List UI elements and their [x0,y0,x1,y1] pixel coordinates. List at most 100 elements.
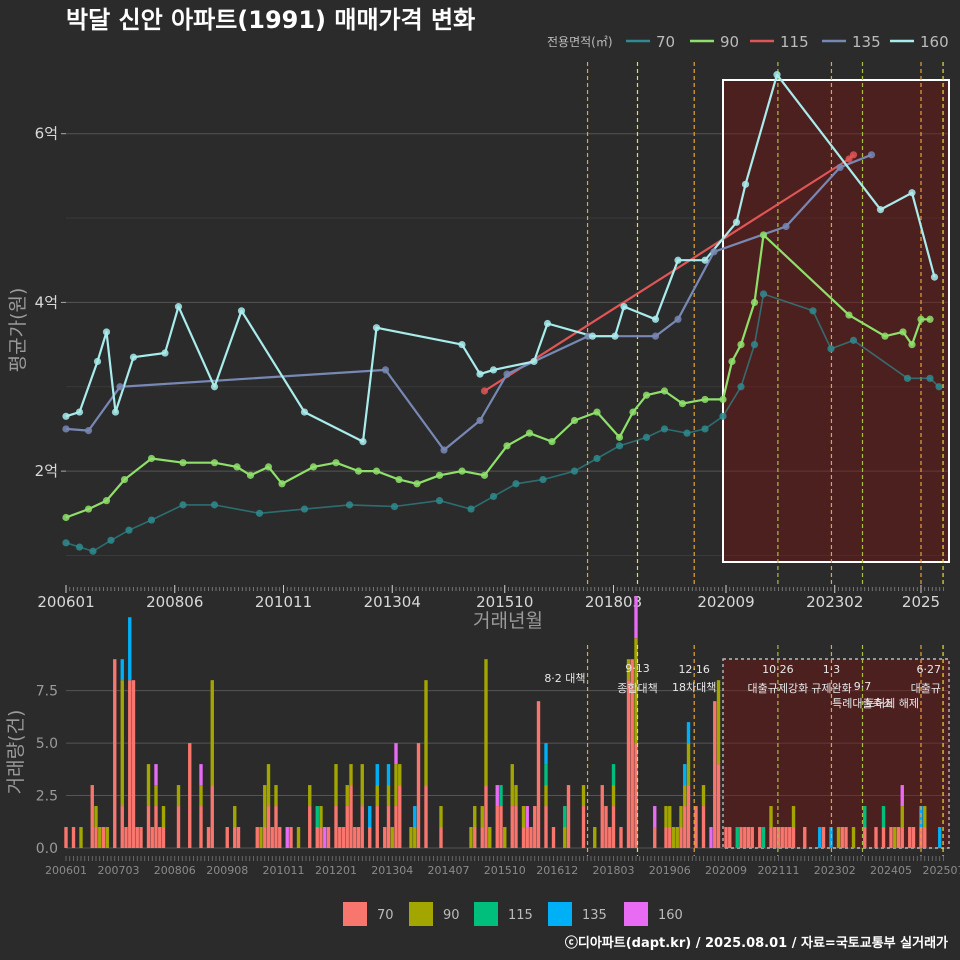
volume-bar-70 [233,827,237,848]
volume-bar-90 [79,827,83,848]
data-point-90 [593,408,601,416]
data-point-160 [129,353,138,361]
volume-bar-135 [386,764,391,786]
volume-bar-90 [345,785,349,807]
volume-bar-90 [439,806,443,828]
volume-bar-70 [908,827,912,848]
volume-bar-70 [521,827,526,848]
volume-bar-90 [319,806,323,828]
volume-bar-90 [701,785,706,807]
policy-labels: 8·2 대책 9·13 종합대책 12·16 18차대책 10·26 대출규제강화 1·3 규제… [544,662,941,710]
volume-bar-70 [840,827,844,848]
data-point-135 [503,370,511,378]
data-point-70 [593,454,601,463]
volume-bar-135 [686,722,691,744]
volume-bar-70 [326,827,331,848]
volume-bar-160 [285,827,289,848]
data-point-160 [476,370,484,378]
data-point-160 [651,315,660,323]
volume-bar-70 [386,806,391,848]
volume-bar-70 [398,785,402,848]
volume-bar-70 [90,785,94,848]
policy-date-label: 1·3 [823,663,841,676]
data-point-135 [62,425,70,433]
data-point-90 [278,480,286,488]
data-point-160 [908,189,916,197]
y-tick-label: 4억 [35,293,58,311]
data-point-70 [827,345,835,353]
data-point-90 [615,433,624,441]
upper-x-axis-title: 거래년월 [473,610,543,632]
lower-x-tick-label: 201510 [484,864,526,877]
data-point-90 [120,475,129,484]
volume-bar-90 [210,680,214,786]
volume-bar-70 [533,806,537,848]
data-point-70 [903,374,912,382]
data-point-70 [737,383,745,391]
policy-name-label: 토허제 해제 [865,696,919,710]
volume-bar-90 [514,785,518,807]
lower-volume-bars [64,596,942,848]
data-point-70 [75,543,84,551]
volume-bar-70 [529,827,533,848]
volume-bar-135 [818,827,822,848]
data-point-160 [161,349,169,357]
volume-bar-70 [416,743,421,848]
lower-y-tick-label: 5.0 [36,736,58,752]
policy-date-label: 12·16 [678,663,710,676]
series-line-135 [65,153,872,452]
data-point-70 [570,467,579,475]
volume-bar-70 [525,827,529,848]
data-point-90 [926,315,934,323]
volume-bar-160 [394,743,398,765]
data-point-160 [732,218,741,226]
volume-bar-70 [188,743,192,848]
volume-bar-70 [349,785,353,848]
volume-bar-70 [686,785,691,848]
volume-bar-115 [863,806,867,828]
volume-bar-135 [368,806,372,828]
chart-title: 박달 신안 아파트(1991) 매매가격 변화 [66,6,475,34]
volume-bar-90 [716,680,721,765]
volume-bar-70 [266,806,271,848]
volume-bar-70 [120,806,124,848]
lower-x-tick-label: 201906 [649,864,691,877]
volume-bar-90 [259,827,263,848]
data-point-135 [116,383,124,391]
legend-label-115: 115 [780,33,809,51]
policy-name-label: 특례대출축소 [832,697,893,710]
data-point-70 [345,501,354,509]
volume-bar-70 [101,827,106,848]
policy-name-label: 대출규제강화 [748,682,809,695]
data-point-135 [782,222,790,231]
data-point-115 [845,155,853,163]
data-point-70 [539,475,547,484]
volume-bar-90 [98,827,102,848]
policy-name-label: 대출규 [911,682,941,695]
legend-title: 전용면적(㎡) [547,35,613,49]
data-point-135 [710,248,718,256]
data-point-90 [503,442,511,450]
volume-bar-70 [679,827,683,848]
credit-text: ⓒ디아파트(dapt.kr) / 2025.08.01 / 자료=국토교통부 실… [565,935,948,951]
volume-bar-70 [514,806,518,848]
data-point-90 [435,471,444,479]
volume-bar-90 [488,827,492,848]
bar-legend-swatch-135 [548,902,572,926]
data-point-160 [75,408,84,416]
volume-bar-90 [900,806,904,828]
volume-bar-70 [694,806,698,848]
highlight-box [722,79,950,563]
data-point-90 [917,315,925,323]
volume-bar-70 [664,827,668,848]
volume-bar-70 [626,680,631,848]
data-point-90 [354,467,363,475]
data-point-160 [174,303,183,311]
data-point-90 [750,298,759,307]
volume-bar-90 [199,785,203,807]
lower-x-ticks: 200601 200703 200806 200908 201011 201201 2013… [45,856,960,877]
data-point-160 [300,408,309,416]
volume-bar-70 [896,827,901,848]
volume-bar-90 [360,764,364,807]
volume-bar-70 [150,827,154,848]
